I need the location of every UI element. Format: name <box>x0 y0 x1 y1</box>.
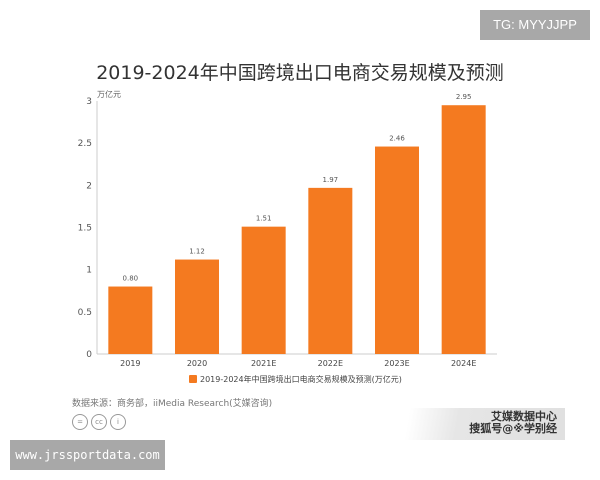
nd-icon: = <box>72 414 88 430</box>
data-label: 0.80 <box>123 275 139 283</box>
bar <box>308 187 353 354</box>
y-tick-label: 2 <box>86 181 92 191</box>
bar <box>441 105 486 354</box>
x-tick-label: 2020 <box>187 359 207 368</box>
bar <box>108 286 153 354</box>
bar <box>241 226 286 354</box>
y-tick-label: 0.5 <box>78 308 92 318</box>
bar <box>375 146 419 354</box>
watermark-top: TG: MYYJJPP <box>480 10 590 40</box>
legend-label: 2019-2024年中国跨境出口电商交易规模及预测(万亿元) <box>200 374 402 384</box>
x-tick-label: 2021E <box>251 359 276 368</box>
logo: 艾媒数据中心 搜狐号@※学别经 <box>370 408 565 440</box>
x-tick-label: 2019 <box>120 359 140 368</box>
chart-title: 2019-2024年中国跨境出口电商交易规模及预测 <box>96 62 504 84</box>
data-label: 1.51 <box>256 215 272 223</box>
bar <box>175 259 219 354</box>
source-note: 数据来源：商务部，iiMedia Research(艾媒咨询) <box>72 399 273 409</box>
legend-swatch <box>189 375 197 383</box>
logo-line2: 搜狐号@※学别经 <box>469 422 557 435</box>
x-tick-label: 2022E <box>318 359 343 368</box>
license-icons: = cc i <box>72 414 126 430</box>
data-label: 1.12 <box>189 248 205 256</box>
y-tick-label: 0 <box>86 350 92 360</box>
cc-icon: cc <box>91 414 107 430</box>
y-tick-label: 3 <box>86 97 92 107</box>
y-axis-unit: 万亿元 <box>97 89 121 99</box>
x-tick-label: 2024E <box>451 359 476 368</box>
y-tick-label: 1.5 <box>78 224 92 234</box>
data-label: 1.97 <box>323 176 339 184</box>
x-tick-label: 2023E <box>384 359 409 368</box>
data-label: 2.95 <box>456 93 472 101</box>
by-icon: i <box>110 414 126 430</box>
logo-line1: 艾媒数据中心 <box>491 410 557 423</box>
data-label: 2.46 <box>389 135 405 143</box>
y-tick-label: 2.5 <box>78 139 92 149</box>
y-tick-label: 1 <box>86 266 92 276</box>
watermark-bottom: www.jrssportdata.com <box>10 440 165 470</box>
